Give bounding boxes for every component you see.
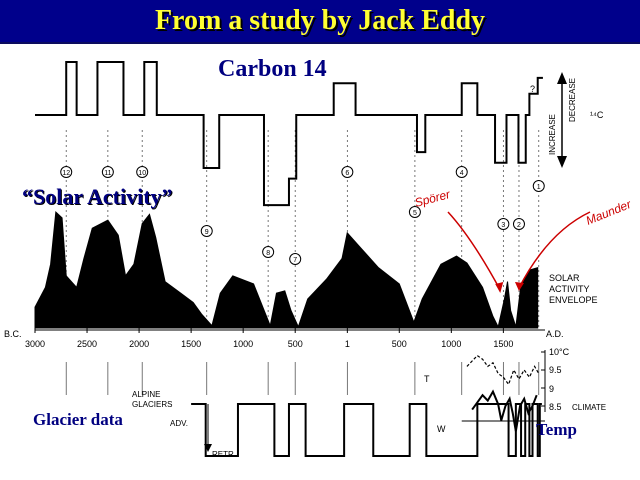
maunder-annotation: Maunder: [584, 197, 634, 228]
climate-w-label: W: [437, 424, 446, 434]
glacier-label-glaciers: GLACIERS: [132, 400, 172, 409]
event-circle: [262, 246, 275, 258]
glacier-adv-label: ADV.: [170, 419, 188, 428]
envelope-label-solar: SOLAR: [549, 273, 580, 283]
climate-panel: [461, 350, 546, 432]
event-number: 2: [517, 222, 521, 229]
climate-temperature-line: [466, 354, 540, 386]
event-circle: [200, 225, 213, 237]
event-circle: [289, 253, 302, 265]
maunder-arrowhead: [514, 282, 524, 291]
x-axis-tick-label: 1500: [181, 339, 201, 349]
x-axis-tick-label: 2000: [129, 339, 149, 349]
event-number: 1: [537, 184, 541, 191]
event-circle: [455, 166, 468, 178]
x-axis-tick-label: 500: [288, 339, 303, 349]
event-circle: [60, 166, 73, 178]
envelope-label-activity: ACTIVITY: [549, 284, 590, 294]
climate-tick-9: 9: [549, 384, 554, 394]
sporer-annotation: Spörer: [413, 187, 452, 210]
carbon14-decrease-label: DECREASE: [568, 78, 577, 122]
event-circle: [512, 218, 525, 230]
event-circle: [532, 180, 545, 192]
carbon14-question-mark: ?: [530, 84, 535, 94]
event-number: 12: [62, 170, 70, 177]
event-markers: 12 11 10 9 8 7 6 5 4 3 2 1: [60, 166, 545, 265]
event-circle: [101, 166, 114, 178]
event-number: 7: [293, 257, 297, 264]
sporer-arrowhead: [495, 282, 504, 293]
climate-t-label: T: [424, 374, 430, 384]
event-dashed-lines: [65, 130, 540, 395]
climate-wetness-line: [471, 389, 538, 432]
event-number: 6: [345, 170, 349, 177]
carbon14-line: [35, 61, 543, 207]
event-number: 4: [460, 170, 464, 177]
title-bar: From a study by Jack Eddy: [0, 0, 640, 44]
sporer-arrow: [447, 211, 501, 291]
x-axis-tick-label: 3000: [25, 339, 45, 349]
solar-activity-title: “Solar Activity”: [22, 184, 173, 209]
x-axis-tick-label: 1500: [493, 339, 513, 349]
glacier-data-title: Glacier data: [33, 410, 123, 429]
event-number: 11: [104, 170, 111, 177]
carbon14-unit-label: ¹⁴C: [590, 110, 604, 120]
event-number: 10: [138, 170, 146, 177]
event-circle: [136, 166, 149, 178]
glacier-line: [191, 403, 542, 457]
temp-title: Temp: [536, 420, 577, 439]
carbon14-increase-label: INCREASE: [548, 114, 557, 155]
carbon14-axis-arrow: [557, 72, 567, 168]
x-axis-tick-label: 1000: [441, 339, 461, 349]
carbon14-title: Carbon 14: [218, 56, 327, 82]
x-axis-tick-label: 2500: [77, 339, 97, 349]
event-circle: [408, 206, 421, 218]
solar-activity-envelope: [34, 210, 539, 329]
glacier-label-alpine: ALPINE: [132, 390, 160, 399]
glacier-axis-arrow: [204, 404, 212, 452]
x-axis: 3000 2500 2000 1500 1000 500 1 500 1000 1500: [25, 328, 545, 349]
event-number: 8: [266, 250, 270, 257]
event-circle: [497, 218, 510, 230]
maunder-arrow: [518, 211, 591, 289]
x-axis-tick-label: 1000: [233, 339, 253, 349]
event-number: 9: [205, 229, 209, 236]
eddy-chart: 3000 2500 2000 1500 1000 500 1 500 1000 1500 12 11…: [4, 61, 634, 459]
ad-label: A.D.: [546, 329, 564, 339]
slide-title: From a study by Jack Eddy: [154, 5, 486, 36]
climate-tick-10: 10°C: [549, 347, 570, 357]
bc-label: B.C.: [4, 329, 22, 339]
envelope-label-envelope: ENVELOPE: [549, 295, 598, 305]
x-axis-tick-label: 500: [392, 339, 407, 349]
annotation-arrows: [447, 211, 591, 293]
event-number: 3: [501, 222, 505, 229]
climate-label: CLIMATE: [572, 403, 606, 412]
climate-tick-95: 9.5: [549, 365, 562, 375]
climate-tick-85: 8.5: [549, 402, 562, 412]
event-circle: [341, 166, 354, 178]
glacier-retr-label: RETR.: [212, 450, 236, 459]
x-axis-tick-label: 1: [345, 339, 350, 349]
event-number: 5: [413, 210, 417, 217]
